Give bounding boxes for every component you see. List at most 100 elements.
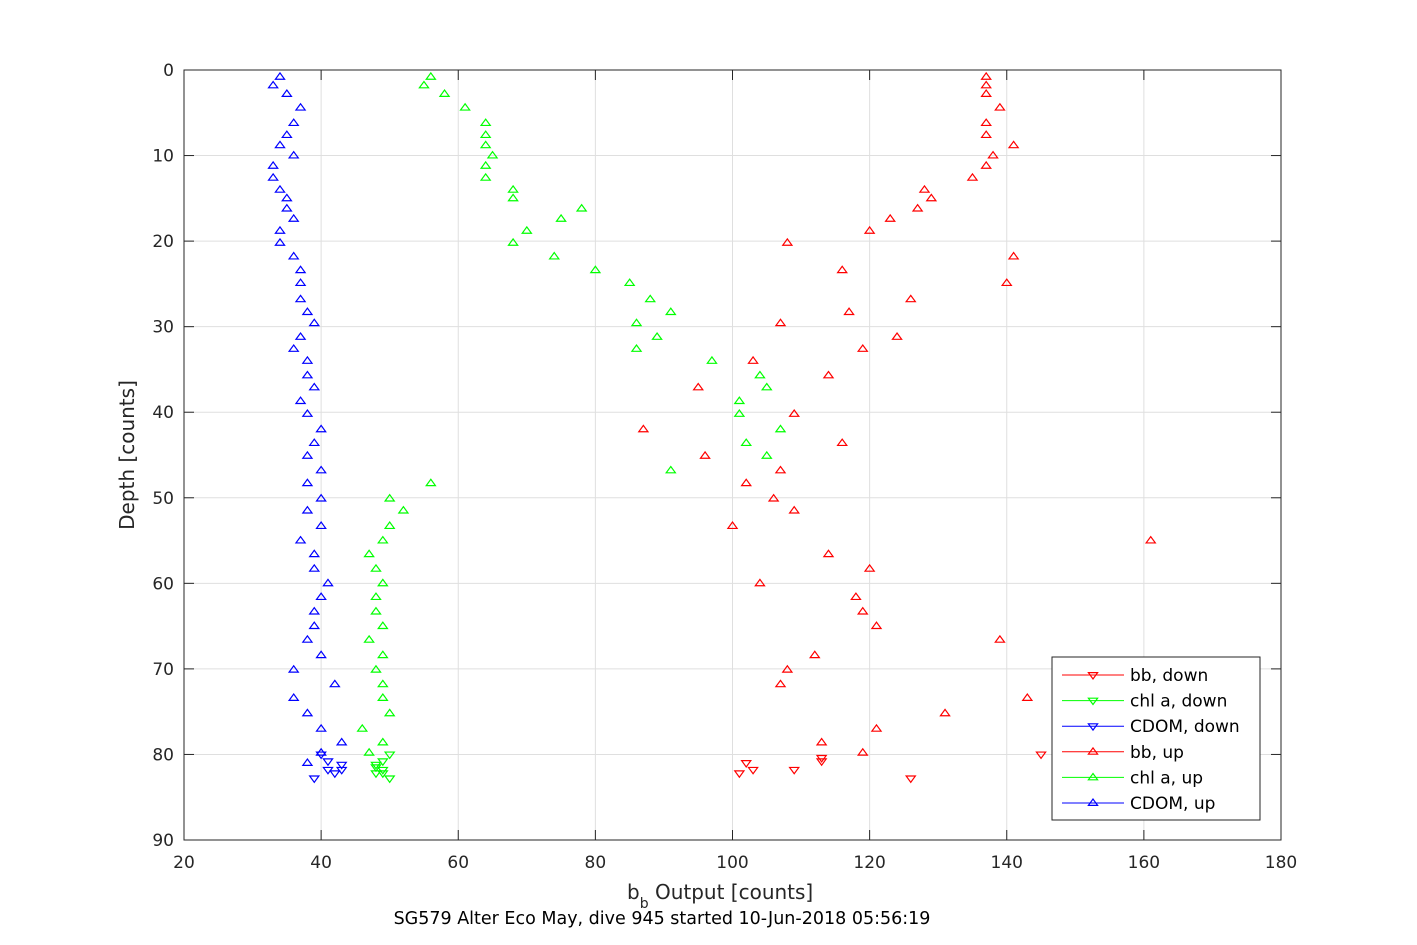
data-point (301, 478, 314, 487)
data-point (418, 80, 430, 89)
data-point (856, 747, 869, 756)
data-point (486, 150, 499, 159)
data-point (301, 450, 314, 459)
data-point (308, 382, 321, 391)
data-point (356, 723, 369, 732)
series-chl-a-down (370, 751, 396, 784)
series-chl-a-up (356, 71, 787, 756)
data-point (383, 751, 396, 760)
data-point (980, 71, 992, 80)
x-tick-label: 40 (310, 853, 332, 873)
x-tick-labels: 20 40 60 80 100 120 140 160 180 (173, 853, 1297, 873)
data-point (308, 775, 321, 784)
data-point (521, 225, 533, 234)
y-tick-label: 20 (152, 232, 174, 252)
data-point (774, 424, 787, 433)
data-point (589, 265, 602, 274)
data-point (363, 549, 375, 558)
data-point (301, 307, 314, 316)
series-cdom-up (267, 71, 348, 767)
data-point (740, 478, 752, 487)
legend-marker (1087, 671, 1099, 680)
x-axis-label-subscript: b (640, 896, 649, 912)
data-point (692, 382, 704, 391)
data-point (315, 723, 327, 732)
data-point (370, 592, 382, 601)
data-point (726, 521, 739, 530)
legend-entry: bb, up (1062, 743, 1184, 763)
data-point (383, 775, 396, 784)
data-point (377, 621, 389, 630)
data-point (274, 237, 286, 246)
data-point (287, 150, 300, 159)
y-tick-label: 40 (152, 403, 174, 423)
legend-label: CDOM, down (1130, 717, 1240, 737)
data-point (980, 118, 992, 127)
data-point (808, 650, 821, 659)
x-tick-label: 100 (716, 853, 748, 873)
data-point (370, 761, 382, 770)
data-point (850, 592, 862, 601)
data-point (1007, 140, 1020, 149)
data-point (301, 708, 314, 717)
legend-label: chl a, down (1130, 692, 1227, 712)
data-point (665, 307, 677, 316)
data-point (315, 465, 327, 474)
legend-label: bb, up (1130, 743, 1184, 763)
data-point (754, 370, 766, 379)
data-point (308, 563, 321, 572)
legend-label: chl a, up (1130, 768, 1203, 788)
x-tick-label: 60 (447, 853, 469, 873)
data-point (397, 505, 410, 514)
y-tick-label: 50 (152, 489, 174, 509)
x-axis-label-rest: Output [counts] (649, 880, 814, 904)
data-point (904, 775, 917, 784)
data-point (870, 723, 883, 732)
data-point (274, 225, 286, 234)
x-tick-label: 140 (991, 853, 1023, 873)
data-point (767, 493, 780, 502)
data-point (781, 237, 794, 246)
data-point (754, 578, 766, 587)
data-point (322, 766, 334, 775)
data-point (856, 606, 869, 615)
data-point (281, 193, 293, 202)
data-point (479, 160, 492, 169)
y-tick-label: 10 (152, 147, 174, 167)
data-point (939, 708, 951, 717)
data-point (315, 424, 327, 433)
data-point (1144, 535, 1157, 544)
data-point (507, 237, 519, 246)
y-tick-label: 90 (152, 831, 174, 851)
data-point (699, 450, 711, 459)
data-point (479, 118, 492, 127)
data-point (788, 505, 800, 514)
data-point (281, 130, 293, 139)
legend-box (1051, 656, 1261, 821)
data-point (459, 102, 471, 111)
data-point (774, 465, 787, 474)
data-point (863, 563, 876, 572)
data-point (863, 225, 876, 234)
data-point (377, 679, 389, 688)
data-point (555, 213, 567, 222)
data-point (548, 251, 561, 260)
legend-entry: chl a, down (1062, 692, 1227, 712)
data-point (363, 747, 375, 756)
data-points (267, 71, 1157, 784)
y-tick-label: 70 (152, 660, 174, 680)
data-point (383, 708, 396, 717)
data-point (315, 493, 327, 502)
data-point (281, 203, 293, 212)
data-point (301, 505, 314, 514)
data-point (301, 370, 314, 379)
legend: bb, down chl a, down CDOM, down bb, up chl a… (1051, 656, 1261, 821)
data-point (1007, 251, 1020, 260)
data-point (287, 251, 300, 260)
data-point (747, 766, 759, 775)
data-point (322, 758, 334, 767)
data-point (308, 318, 321, 327)
data-point (843, 307, 855, 316)
data-point (335, 737, 348, 746)
series-bb-up (637, 71, 1157, 756)
